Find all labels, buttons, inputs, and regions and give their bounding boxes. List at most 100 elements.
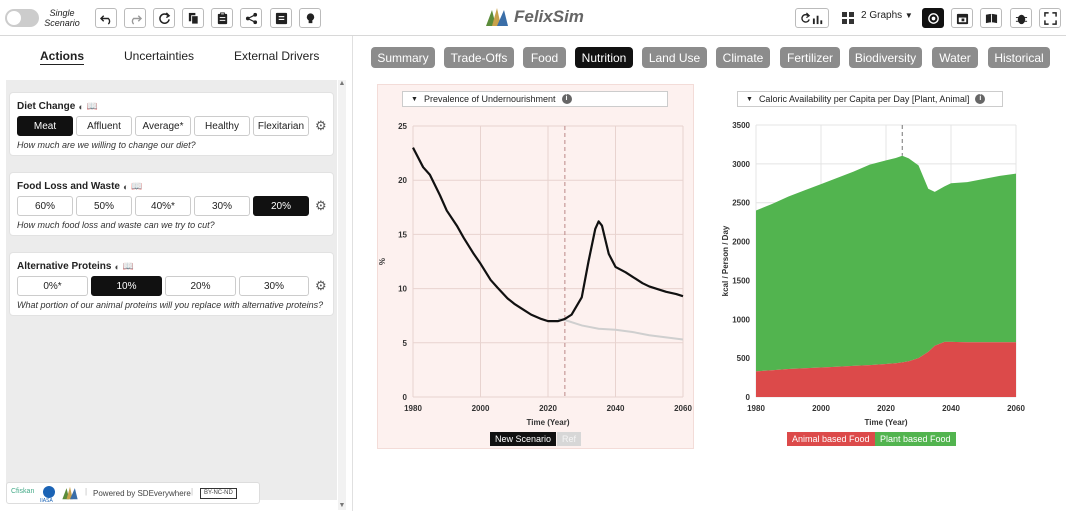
target-button[interactable] [922, 8, 944, 28]
alternative-proteins-title: Alternative Proteins [17, 261, 112, 272]
undo-button[interactable] [95, 8, 117, 28]
chart-select-undernourishment[interactable]: ▼ Prevalence of Undernourishment i [402, 91, 668, 107]
share-button[interactable] [240, 8, 262, 28]
contrast-icon[interactable]: ◐ [78, 101, 84, 112]
x-tick-label: 2040 [607, 404, 625, 413]
diet-option-meat[interactable]: Meat [17, 116, 73, 136]
chart-tab-trade-offs[interactable]: Trade-Offs [444, 47, 514, 68]
x-tick-label: 2020 [539, 404, 557, 413]
diet-option-healthy[interactable]: Healthy [194, 116, 250, 136]
diet-option-average[interactable]: Average* [135, 116, 191, 136]
tab-actions[interactable]: Actions [40, 49, 85, 65]
chart-tab-water[interactable]: Water [932, 47, 978, 68]
chart-tab-land-use[interactable]: Land Use [642, 47, 707, 68]
footer-bar: Cfiskan IIASA | Powered by SDEverywhere … [6, 482, 260, 504]
protein-option-0[interactable]: 0%* [17, 276, 88, 296]
gear-icon[interactable]: ⚙ [315, 198, 327, 213]
y-tick-label: 10 [398, 285, 407, 294]
food-loss-option-60[interactable]: 60% [17, 196, 73, 216]
y-tick-label: 1000 [732, 315, 750, 324]
reset-graphs-button[interactable] [795, 8, 829, 28]
food-loss-option-40[interactable]: 40%* [135, 196, 191, 216]
legend-plant-food[interactable]: Plant based Food [875, 432, 956, 446]
undo-icon [99, 14, 110, 25]
tab-external-drivers[interactable]: External Drivers [234, 49, 320, 63]
copy-icon [188, 12, 199, 25]
protein-option-30[interactable]: 30% [239, 276, 309, 296]
scroll-up-icon[interactable]: ▲ [338, 80, 346, 87]
bug-button[interactable] [1010, 8, 1032, 28]
y-axis-label: % [378, 258, 387, 265]
animal-food-area [756, 341, 1016, 397]
contrast-icon[interactable]: ◐ [122, 181, 129, 192]
protein-option-10[interactable]: 10% [91, 276, 162, 296]
y-tick-label: 25 [398, 122, 407, 131]
food-loss-question: How much food loss and waste can we try … [17, 220, 215, 230]
y-tick-label: 1500 [732, 276, 750, 285]
chart-title-caloric: Caloric Availability per Capita per Day … [758, 94, 970, 104]
food-loss-option-20[interactable]: 20% [253, 196, 309, 216]
copy-button[interactable] [182, 8, 204, 28]
chart-select-caloric[interactable]: ▼ Caloric Availability per Capita per Da… [737, 91, 1003, 107]
x-tick-label: 2040 [942, 404, 960, 413]
logo-cfiskan[interactable]: Cfiskan [11, 488, 35, 495]
graphs-count-select[interactable]: 2 Graphs ▼ [861, 10, 913, 21]
y-tick-label: 2500 [732, 199, 750, 208]
chart-tab-historical[interactable]: Historical [988, 47, 1050, 68]
y-tick-label: 20 [398, 176, 407, 185]
bug-icon [1015, 14, 1027, 24]
fullscreen-icon [1043, 11, 1057, 25]
reset-button[interactable] [153, 8, 175, 28]
refresh-icon [158, 11, 170, 24]
chart-tab-food[interactable]: Food [523, 47, 566, 68]
fullscreen-button[interactable] [1039, 8, 1061, 28]
redo-button[interactable] [124, 8, 146, 28]
x-axis-label: Time (Year) [865, 418, 908, 427]
contrast-icon[interactable]: ◐ [114, 261, 120, 272]
book-icon[interactable]: 📖 [122, 261, 135, 271]
iiasa-logo[interactable] [43, 486, 55, 498]
y-tick-label: 3500 [732, 121, 750, 130]
powered-by-link[interactable]: Powered by SDEverywhere [93, 489, 191, 498]
info-icon[interactable]: i [561, 94, 572, 104]
logo-iiasa: IIASA [40, 498, 53, 504]
app-logo: FelixSim [484, 6, 584, 28]
chart-tab-summary[interactable]: Summary [371, 47, 435, 68]
book-icon[interactable]: 📖 [131, 181, 143, 191]
diet-option-flexitarian[interactable]: Flexitarian [253, 116, 309, 136]
legend-animal-food[interactable]: Animal based Food [787, 432, 875, 446]
gear-icon[interactable]: ⚙ [315, 118, 327, 133]
protein-option-20[interactable]: 20% [165, 276, 236, 296]
clipboard-button[interactable] [211, 8, 233, 28]
footer-divider: | [85, 487, 88, 496]
tips-button[interactable] [299, 8, 321, 28]
felixsim-small-logo[interactable] [61, 485, 79, 501]
chart-tab-fertilizer[interactable]: Fertilizer [780, 47, 840, 68]
calendar-button[interactable] [951, 8, 973, 28]
license-badge[interactable]: BY-NC-ND [200, 488, 237, 499]
diet-option-affluent[interactable]: Affluent [76, 116, 132, 136]
tab-uncertainties[interactable]: Uncertainties [124, 49, 195, 63]
food-loss-card: Food Loss and Waste ◐ 📖 60% 50% 40%* 30%… [9, 172, 334, 236]
chart-tab-climate[interactable]: Climate [716, 47, 770, 68]
food-loss-option-30[interactable]: 30% [194, 196, 250, 216]
graphs-count-label: 2 Graphs [861, 10, 903, 21]
gear-icon[interactable]: ⚙ [315, 278, 327, 293]
undernourishment-panel [377, 84, 694, 449]
scrollbar[interactable] [338, 80, 346, 510]
chart-tab-biodiversity[interactable]: Biodiversity [849, 47, 922, 68]
legend-new-scenario[interactable]: New Scenario [490, 432, 557, 446]
x-axis-label: Time (Year) [527, 418, 570, 427]
actions-list[interactable]: Diet Change ◐ 📖 Meat Affluent Average* H… [6, 80, 337, 500]
chart-tab-nutrition[interactable]: Nutrition [575, 47, 633, 68]
book-icon[interactable]: 📖 [86, 101, 98, 111]
list-button[interactable] [270, 8, 292, 28]
scroll-down-icon[interactable]: ▼ [338, 502, 346, 509]
food-loss-option-50[interactable]: 50% [76, 196, 132, 216]
legend-ref[interactable]: Ref [557, 432, 582, 446]
grid-layout-icon [842, 12, 854, 24]
guide-button[interactable] [980, 8, 1002, 28]
scenario-toggle[interactable] [5, 9, 39, 27]
info-icon[interactable]: i [975, 94, 986, 104]
app-name: FelixSim [514, 7, 584, 26]
